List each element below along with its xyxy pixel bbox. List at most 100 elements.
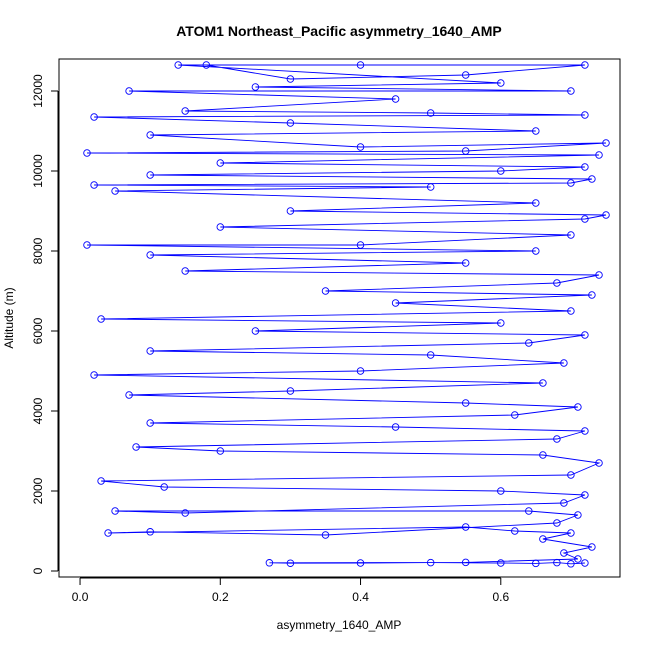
data-point xyxy=(595,271,603,279)
data-point xyxy=(251,327,260,335)
data-point xyxy=(391,299,400,307)
data-point xyxy=(321,531,330,539)
data-point xyxy=(602,211,610,219)
data-point xyxy=(146,419,154,427)
y-tick-label: 4000 xyxy=(31,397,45,424)
data-point xyxy=(581,331,589,339)
x-tick-label: 0.4 xyxy=(352,590,369,604)
series-line xyxy=(86,64,607,565)
data-point xyxy=(181,267,189,275)
data-point xyxy=(90,371,98,379)
data-point xyxy=(251,83,260,91)
data-point xyxy=(574,555,582,563)
data-point xyxy=(567,179,575,187)
data-point xyxy=(111,187,119,195)
data-point xyxy=(567,307,575,315)
data-point xyxy=(426,351,435,359)
data-point xyxy=(461,147,470,155)
data-point xyxy=(461,558,470,567)
data-point xyxy=(286,207,295,215)
data-point xyxy=(90,113,98,121)
data-point xyxy=(567,560,575,568)
data-point xyxy=(539,535,547,543)
data-point xyxy=(581,61,589,69)
data-point xyxy=(588,291,596,299)
chart-title: ATOM1 Northeast_Pacific asymmetry_1640_A… xyxy=(176,23,502,39)
data-point xyxy=(595,151,603,159)
data-point xyxy=(83,241,91,249)
data-point xyxy=(83,149,91,157)
data-point xyxy=(532,199,540,207)
x-tick-label: 0.2 xyxy=(212,590,229,604)
data-point xyxy=(553,279,561,287)
data-point xyxy=(581,491,589,499)
data-point xyxy=(525,339,533,347)
data-point xyxy=(581,215,589,223)
data-point xyxy=(567,231,575,239)
data-point xyxy=(286,387,295,395)
data-point xyxy=(181,509,189,517)
data-point xyxy=(146,528,154,536)
data-point xyxy=(356,143,365,151)
data-point xyxy=(532,247,540,255)
data-point xyxy=(321,287,330,295)
data-layer xyxy=(83,61,610,568)
data-point xyxy=(461,71,470,79)
data-point xyxy=(391,95,400,103)
data-point xyxy=(553,558,561,567)
y-tick-label: 0 xyxy=(31,567,45,574)
y-tick-label: 10000 xyxy=(31,154,45,188)
data-point xyxy=(539,379,547,387)
data-point xyxy=(560,359,568,367)
data-point xyxy=(497,559,505,567)
data-point xyxy=(588,175,596,183)
y-tick-label: 12000 xyxy=(31,74,45,108)
data-point xyxy=(532,559,540,568)
data-point xyxy=(132,443,140,451)
data-point xyxy=(567,87,575,95)
data-point xyxy=(567,529,575,537)
data-point xyxy=(511,527,519,535)
data-point xyxy=(461,259,470,267)
data-point xyxy=(216,159,225,167)
data-point xyxy=(111,507,119,515)
data-point xyxy=(574,403,582,411)
data-point xyxy=(497,79,505,87)
data-point xyxy=(574,511,582,519)
x-axis-label: asymmetry_1640_AMP xyxy=(277,618,402,632)
data-point xyxy=(286,559,295,567)
data-point xyxy=(391,423,400,431)
data-point xyxy=(553,519,561,527)
data-point xyxy=(125,87,133,95)
data-point xyxy=(146,171,154,179)
data-point xyxy=(581,427,589,435)
data-point xyxy=(216,223,225,231)
data-point xyxy=(90,181,98,189)
data-point xyxy=(567,471,575,479)
data-point xyxy=(286,119,295,127)
data-point xyxy=(497,319,505,327)
data-point xyxy=(461,399,470,407)
data-point xyxy=(202,61,211,69)
data-point xyxy=(560,499,568,507)
data-point xyxy=(588,543,596,551)
data-point xyxy=(553,435,561,443)
data-point xyxy=(356,559,365,567)
y-tick-label: 2000 xyxy=(31,477,45,504)
data-point xyxy=(539,451,547,459)
data-point xyxy=(216,447,225,455)
data-point xyxy=(532,127,540,135)
data-point xyxy=(174,61,182,69)
x-tick-label: 0.0 xyxy=(72,590,89,604)
y-axis: 0 2000 4000 6000 8000 10000 12000 xyxy=(31,74,59,574)
data-point xyxy=(461,523,470,531)
x-axis: 0.0 0.2 0.4 0.6 xyxy=(72,577,509,604)
y-tick-label: 8000 xyxy=(31,237,45,264)
data-point xyxy=(560,549,568,557)
data-point xyxy=(104,529,112,537)
data-point xyxy=(581,111,589,119)
data-point xyxy=(497,167,505,175)
data-point xyxy=(97,477,105,485)
data-point xyxy=(511,411,519,419)
